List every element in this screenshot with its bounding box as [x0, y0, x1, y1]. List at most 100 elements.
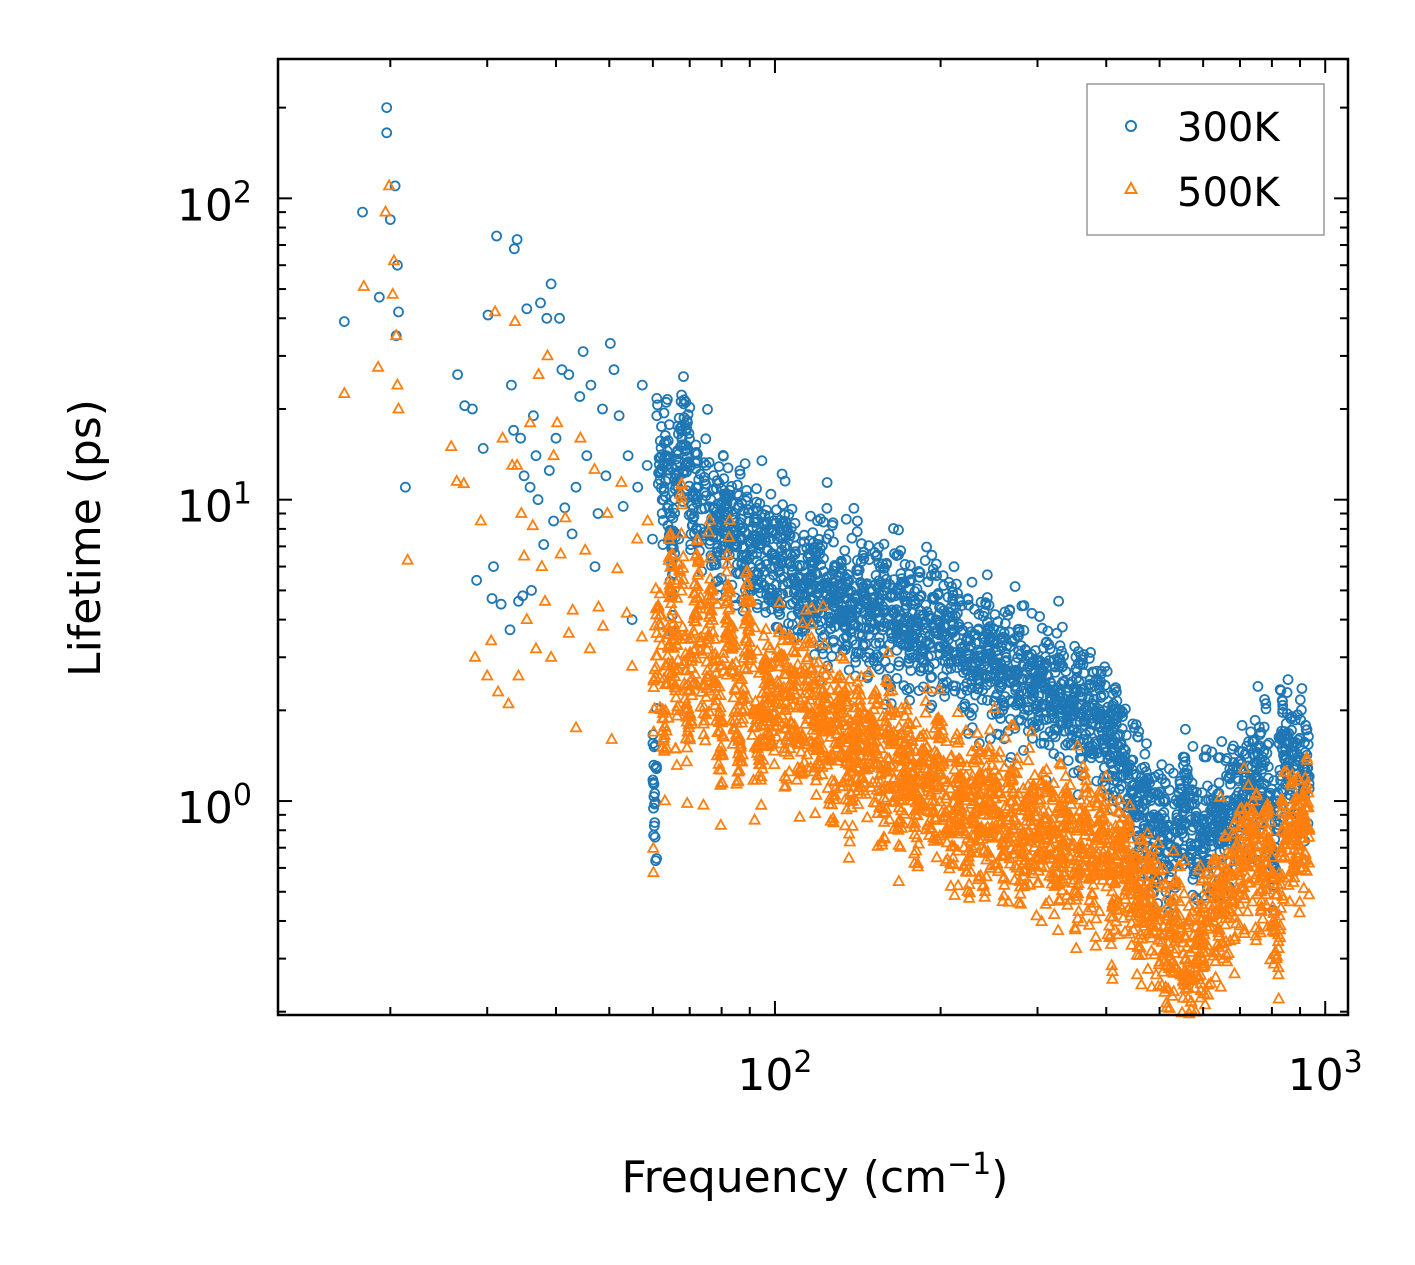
point-300k-cloud-2466 [1189, 798, 1201, 810]
point-300k-cloud-122 [1236, 720, 1248, 731]
point-500k-cloud-1785 [991, 768, 1005, 781]
point-300k-cloud-2324 [1068, 724, 1080, 736]
point-500k-cloud-1650 [1047, 907, 1061, 919]
point-300k-cloud-2234 [815, 616, 827, 627]
point-500k-cloud-1994 [1116, 810, 1130, 823]
point-300k-cloud-1857 [827, 520, 838, 531]
point-300k-cloud-2437 [991, 689, 1003, 700]
point-500k-cloud-2003 [912, 793, 926, 806]
point-300k-cloud-1264 [1018, 745, 1029, 756]
point-300k-78 [705, 494, 717, 506]
point-500k-cloud-1973 [907, 855, 921, 868]
point-300k-127 [1106, 742, 1118, 754]
point-500k-cloud-1366 [720, 639, 734, 651]
point-300k-cloud-2523 [865, 583, 877, 595]
point-300k-cloud-2416 [980, 599, 992, 610]
point-300k-39 [543, 465, 555, 476]
point-500k-cloud-1912 [702, 610, 716, 622]
point-500k-cloud-853 [1094, 821, 1108, 834]
point-500k-cloud-2242 [1000, 781, 1014, 794]
point-500k-cloud-1354 [1200, 881, 1214, 893]
point-300k-cloud-1444 [707, 529, 719, 540]
point-500k-cloud-349 [699, 707, 713, 720]
point-300k-123 [1065, 704, 1077, 716]
point-300k-117 [1008, 675, 1020, 687]
point-500k-cloud-2093 [919, 705, 933, 718]
point-300k-cloud-1532 [1223, 772, 1235, 783]
point-500k-cloud-2130 [908, 827, 922, 839]
point-300k-cloud-530 [1180, 723, 1191, 735]
point-300k-cloud-2557 [1022, 686, 1033, 697]
point-300k-cloud-2377 [1107, 790, 1119, 801]
point-300k-cloud-1703 [786, 503, 798, 515]
point-300k-cloud-2184 [903, 657, 915, 669]
point-500k-cloud-2170 [1203, 919, 1217, 932]
point-300k-cloud-2483 [1213, 801, 1225, 812]
point-300k-cloud-2457 [904, 646, 916, 658]
point-300k-cloud-989 [914, 567, 926, 579]
point-500k-cloud-2179 [931, 716, 945, 729]
point-500k-cloud-1297 [997, 877, 1011, 890]
point-500k-cloud-2145 [1112, 839, 1126, 851]
point-500k-cloud-2112 [1022, 740, 1036, 753]
point-300k-cloud-1989 [659, 430, 671, 441]
point-300k-6 [389, 180, 401, 192]
point-300k-cloud-1471 [1185, 814, 1197, 826]
point-300k-cloud-1406 [1159, 793, 1171, 805]
point-300k-cloud-2193 [759, 533, 771, 544]
point-300k-cloud-1765 [838, 633, 850, 644]
point-300k-cloud-2242 [858, 553, 870, 564]
point-300k-cloud-1904 [1077, 659, 1089, 670]
point-300k-cloud-2476 [992, 616, 1004, 628]
point-500k-cloud-415 [779, 778, 793, 791]
point-300k-cloud-2506 [751, 602, 763, 614]
point-300k-cloud-924 [966, 576, 978, 588]
point-300k-cloud-2295 [929, 568, 940, 580]
point-500k-cloud-2062 [1100, 879, 1114, 892]
point-300k-93 [805, 570, 816, 581]
point-500k-cloud-527 [828, 788, 842, 800]
point-300k-cloud-151 [1085, 647, 1096, 658]
point-500k-cloud-1861 [777, 741, 791, 753]
point-300k-10 [399, 481, 411, 493]
point-300k-19 [491, 230, 503, 242]
point-300k-cloud-595 [919, 555, 931, 566]
point-300k-31 [524, 481, 536, 493]
point-300k-90 [781, 548, 792, 560]
point-500k-cloud-507 [718, 596, 732, 609]
point-300k-114 [982, 643, 994, 655]
point-500k-cloud-2150 [722, 530, 736, 542]
point-300k-cloud-2221 [748, 531, 760, 543]
point-300k-cloud-2594 [743, 515, 755, 527]
point-500k-cloud-950 [919, 694, 933, 706]
point-500k-cloud-556 [680, 796, 694, 808]
point-300k-66 [647, 533, 658, 545]
point-300k-cloud-1766 [895, 545, 907, 557]
point-300k-cloud-2206 [786, 610, 798, 622]
point-300k-cloud-2533 [1276, 725, 1287, 737]
point-300k-99 [855, 598, 866, 610]
point-500k-cloud-1064 [901, 715, 915, 728]
point-300k-cloud-1956 [1101, 666, 1113, 677]
point-300k-cloud-887 [1299, 736, 1310, 748]
point-500k-cloud-311 [1237, 891, 1252, 904]
point-500k-cloud-1729 [962, 890, 976, 903]
point-300k-cloud-2541 [1071, 685, 1083, 696]
point-300k-cloud-2316 [893, 524, 904, 536]
point-500k-cloud-2072 [1063, 778, 1077, 790]
point-300k-cloud-1912 [984, 621, 996, 632]
point-300k-cloud-1969 [1077, 654, 1088, 666]
point-300k-cloud-2115 [680, 396, 692, 408]
point-500k-cloud-716 [1057, 868, 1071, 881]
point-300k-cloud-2404 [690, 446, 702, 458]
point-500k-cloud-1250 [690, 579, 704, 591]
point-300k-cloud-1293 [1062, 755, 1074, 766]
point-500k-cloud-227 [940, 835, 954, 848]
point-300k-cloud-666 [1054, 640, 1066, 652]
point-500k-cloud-318 [1081, 903, 1095, 916]
point-300k-42 [550, 432, 562, 444]
point-500k-cloud-1840 [915, 795, 929, 807]
point-500k-cloud-1953 [1180, 939, 1194, 952]
point-300k-cloud-1323 [825, 616, 837, 628]
point-500k-cloud-1954 [984, 858, 998, 871]
